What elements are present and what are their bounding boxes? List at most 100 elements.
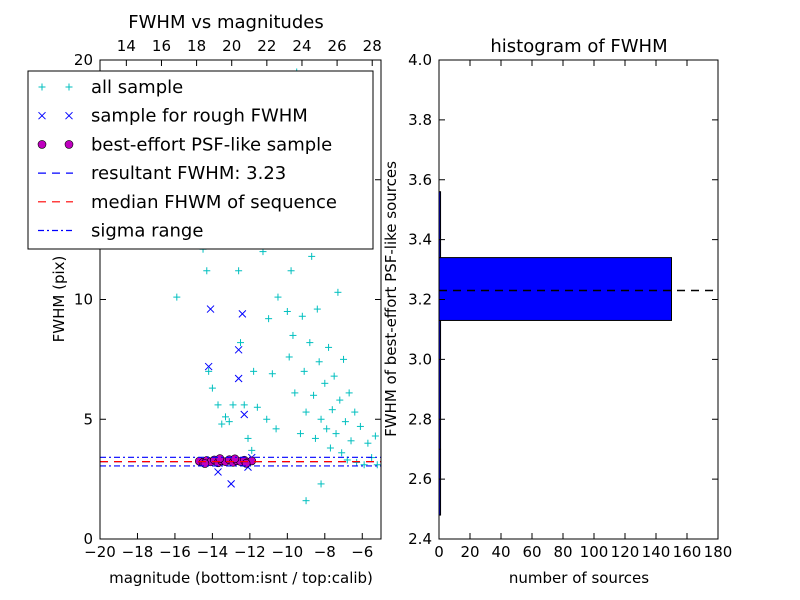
y-tick-label: 2.4: [408, 530, 432, 548]
point-s0-53: [336, 396, 344, 404]
point-s1-2-b: [214, 468, 222, 476]
x-tick-label: −8: [314, 543, 336, 561]
y-tick-label: 2.6: [408, 470, 432, 488]
legend-marker: [65, 83, 73, 91]
point-s0-60: [351, 408, 359, 416]
x-tick-label: 40: [491, 543, 510, 561]
point-s0-66: [371, 432, 379, 440]
point-s1-5-b: [234, 374, 243, 383]
point-s0-48: [326, 444, 334, 452]
point-s0-37: [306, 339, 314, 347]
scatter-x-axis-label: magnitude (bottom:isnt / top:calib): [109, 569, 373, 587]
point-s1-3: [227, 480, 235, 488]
point-s1-6: [238, 310, 247, 318]
x-tick-label: 140: [642, 543, 671, 561]
y-tick-label: 3.2: [408, 291, 432, 309]
histogram-x-ticks: 0 20 40 60 80 100 120 140 160 180: [434, 60, 732, 561]
point-s0-6: [218, 420, 226, 428]
point-s0-4: [208, 384, 216, 392]
top-tick-label: 16: [152, 37, 171, 55]
legend-label: median FHWM of sequence: [91, 192, 337, 213]
point-s0-58: [345, 389, 353, 397]
scatter-legend: all sample sample for rough FWHM best-effo…: [27, 70, 374, 250]
legend-item: all sample: [38, 77, 183, 98]
point-s1-1: [206, 305, 215, 313]
legend-item: resultant FWHM: 3.23: [38, 163, 286, 184]
point-s0-56: [341, 418, 349, 426]
point-s0-3: [205, 367, 213, 375]
point-s0-27: [287, 267, 295, 275]
y-tick-label: 3.4: [408, 231, 432, 249]
point-s0-40: [311, 434, 319, 442]
point-s1-6-b: [238, 310, 247, 318]
x-tick-label: 60: [522, 543, 541, 561]
legend-item: median FHWM of sequence: [38, 192, 337, 213]
top-tick-label: 26: [328, 37, 347, 55]
point-s0-33: [298, 312, 306, 320]
x-tick-label: −6: [351, 543, 373, 561]
point-s1-1-b: [206, 305, 215, 313]
x-tick-label: −18: [122, 543, 154, 561]
point-s0-59: [347, 437, 355, 445]
point-s0-34: [300, 367, 308, 375]
point-s0-10: [235, 267, 243, 275]
point-s0-62: [356, 422, 364, 430]
point-s0-2: [203, 267, 211, 275]
x-tick-label: 0: [434, 543, 444, 561]
top-tick-label: 18: [187, 37, 206, 55]
point-s0-11: [237, 339, 244, 347]
y-tick-label: 2.8: [408, 410, 432, 428]
x-tick-label: 160: [673, 543, 702, 561]
top-tick-label: 20: [222, 37, 241, 55]
scatter-reference-lines: [100, 456, 381, 467]
y-tick-label: 3.0: [408, 350, 432, 368]
point-s0-63: [360, 461, 368, 469]
x-tick-label: −20: [84, 543, 116, 561]
scatter-y-axis-label: FWHM (pix): [50, 256, 68, 343]
point-s0-29: [291, 389, 299, 397]
point-s0-39: [310, 391, 318, 399]
point-s0-61: [353, 458, 361, 466]
point-s0-50: [330, 372, 338, 380]
top-tick-label: 22: [257, 37, 276, 55]
y-tick-label: 0: [83, 530, 93, 548]
point-s0-26: [285, 353, 293, 361]
point-s0-28: [289, 331, 297, 339]
point-s0-68: [302, 497, 310, 505]
point-s0-0: [173, 293, 181, 301]
x-tick-label: 180: [704, 543, 733, 561]
point-s0-18: [263, 415, 271, 423]
point-s0-19: [265, 315, 273, 323]
x-tick-label: −16: [159, 543, 191, 561]
legend-marker: [38, 83, 46, 91]
x-tick-label: −10: [272, 543, 304, 561]
legend-marker: [37, 140, 47, 149]
y-tick-label: 20: [74, 51, 93, 69]
point-s1-7-b: [240, 410, 249, 419]
histogram-y-axis-label: FWHM of best-effort PSF-like sources: [382, 161, 400, 437]
histogram-chart: histogram of FWHM 0 20 40 60 80 100 120 140 160 1…: [382, 36, 732, 587]
legend-marker: [64, 140, 74, 149]
x-tick-label: 100: [580, 543, 609, 561]
point-s2-16: [215, 454, 225, 463]
point-s0-20: [268, 370, 276, 378]
y-tick-label: 5: [83, 410, 93, 428]
point-s0-13: [244, 434, 252, 442]
y-tick-label: 10: [74, 291, 93, 309]
legend-label: best-effort PSF-like sample: [91, 134, 332, 155]
point-s0-5: [214, 401, 222, 409]
point-s0-22: [274, 293, 282, 301]
point-s1-2: [214, 468, 222, 476]
point-s0-16: [253, 403, 261, 411]
scatter-top-ticks: 14 16 18 20 22 24 26 28: [117, 37, 382, 66]
point-s0-43: [317, 415, 325, 423]
point-s0-41: [313, 305, 321, 313]
point-s0-42: [315, 358, 323, 366]
x-tick-label: 20: [460, 543, 479, 561]
legend-marker-b: [38, 111, 46, 120]
point-s0-49: [328, 406, 336, 414]
point-s0-51: [332, 430, 340, 438]
point-s1-0: [204, 362, 213, 371]
point-s1-7: [240, 410, 249, 419]
x-tick-label: −14: [197, 543, 229, 561]
